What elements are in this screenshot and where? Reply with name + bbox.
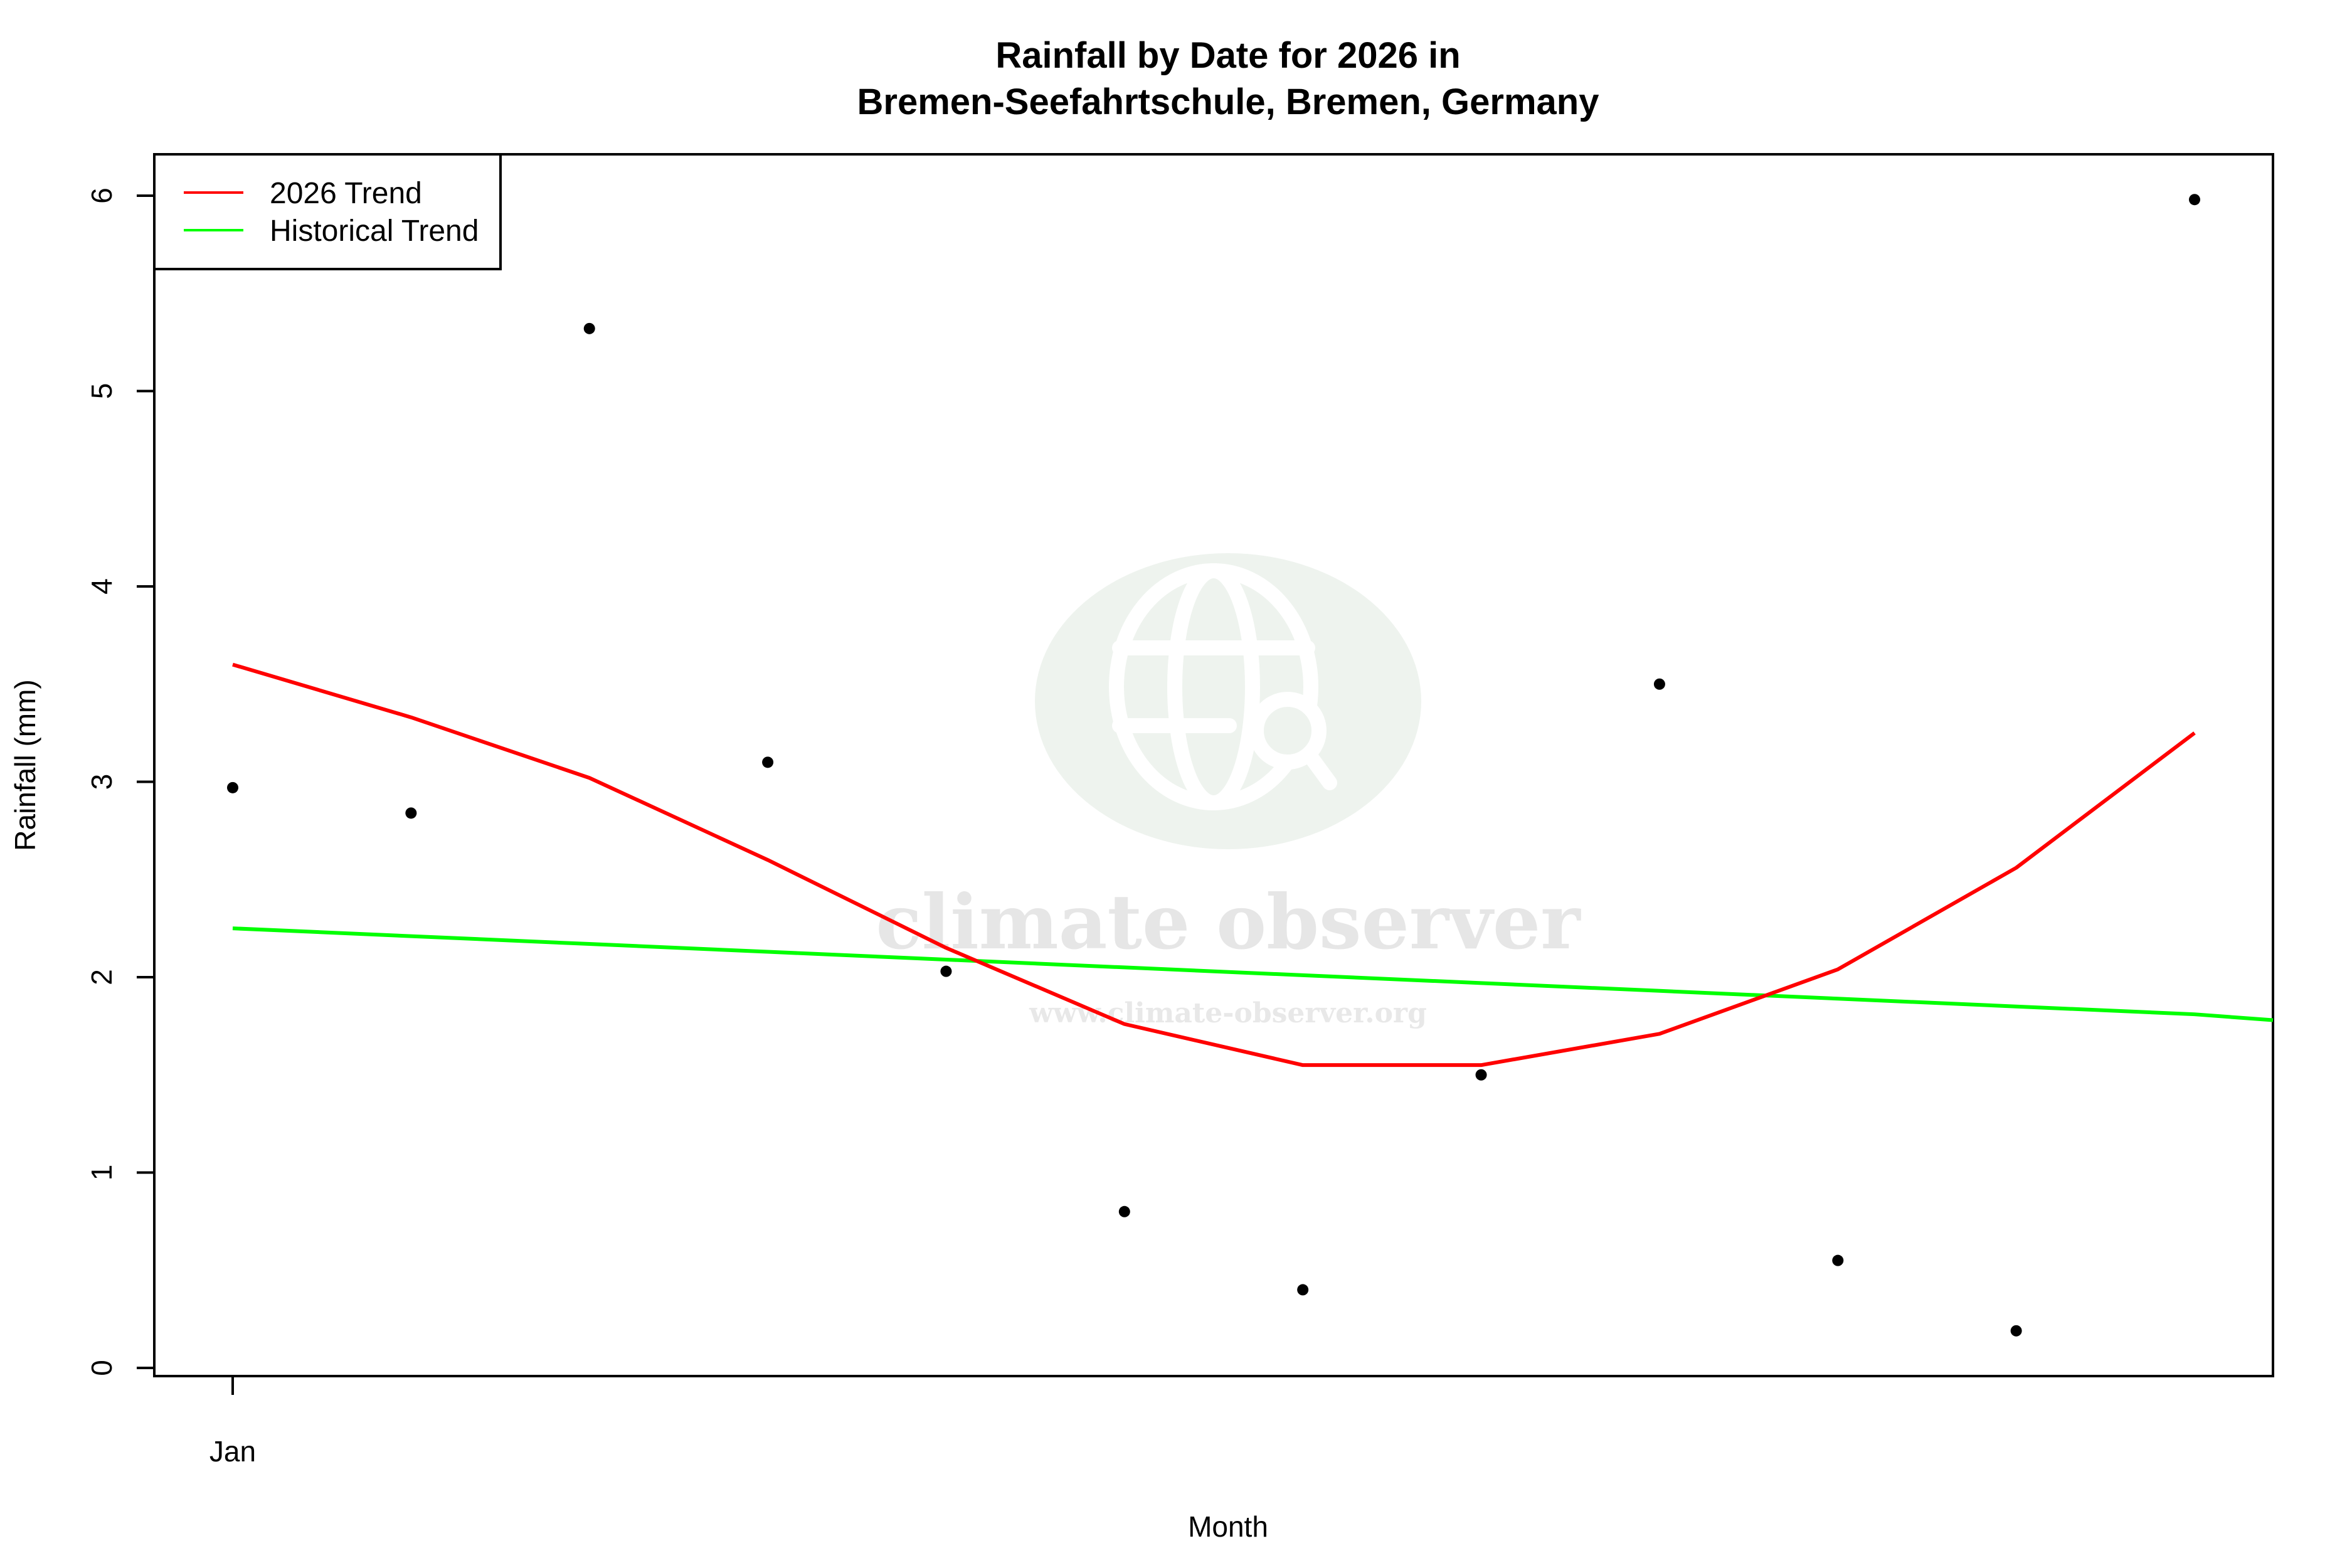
y-tick-label: 4 — [85, 578, 118, 595]
y-axis-label: Rainfall (mm) — [9, 679, 41, 850]
x-axis: Jan — [209, 1376, 256, 1468]
x-tick-label: Jan — [209, 1435, 256, 1468]
trend-2026-line — [232, 662, 2196, 1067]
legend-label-historical-trend: Historical Trend — [270, 215, 479, 248]
data-point — [1832, 1254, 1844, 1266]
data-point — [1297, 1284, 1309, 1296]
y-tick-label: 5 — [85, 383, 118, 400]
legend: 2026 Trend Historical Trend — [153, 153, 502, 270]
legend-box — [153, 153, 502, 270]
data-point — [1653, 678, 1665, 690]
y-tick-label: 6 — [85, 188, 118, 204]
data-point — [583, 322, 595, 334]
data-point — [1475, 1069, 1487, 1081]
data-point — [2189, 194, 2200, 206]
y-tick-label: 1 — [85, 1165, 118, 1181]
rainfall-points — [227, 194, 2200, 1337]
plot-area — [153, 153, 2274, 1377]
data-point — [227, 781, 238, 793]
watermark-url: www.climate-observer.org — [1029, 997, 1427, 1029]
globe-search-icon — [1109, 563, 1337, 810]
y-axis: 0 1 2 3 4 5 6 — [85, 188, 154, 1376]
data-point — [1118, 1205, 1130, 1217]
chart-title-line-1: Rainfall by Date for 2026 in — [995, 35, 1460, 76]
y-tick-label: 3 — [85, 774, 118, 790]
chart-title-line-2: Bremen-Seefahrtschule, Bremen, Germany — [857, 82, 1599, 122]
legend-label-2026-trend: 2026 Trend — [270, 177, 422, 210]
watermark: climate observer www.climate-observer.or… — [876, 553, 1582, 1029]
data-point — [762, 756, 774, 768]
y-tick-label: 0 — [85, 1360, 118, 1376]
data-point — [405, 807, 417, 819]
historical-trend-line — [232, 926, 2274, 1022]
data-point — [2010, 1325, 2022, 1337]
data-point — [940, 965, 952, 977]
watermark-name: climate observer — [876, 878, 1582, 967]
x-axis-label: Month — [1188, 1510, 1268, 1543]
y-tick-label: 2 — [85, 969, 118, 985]
